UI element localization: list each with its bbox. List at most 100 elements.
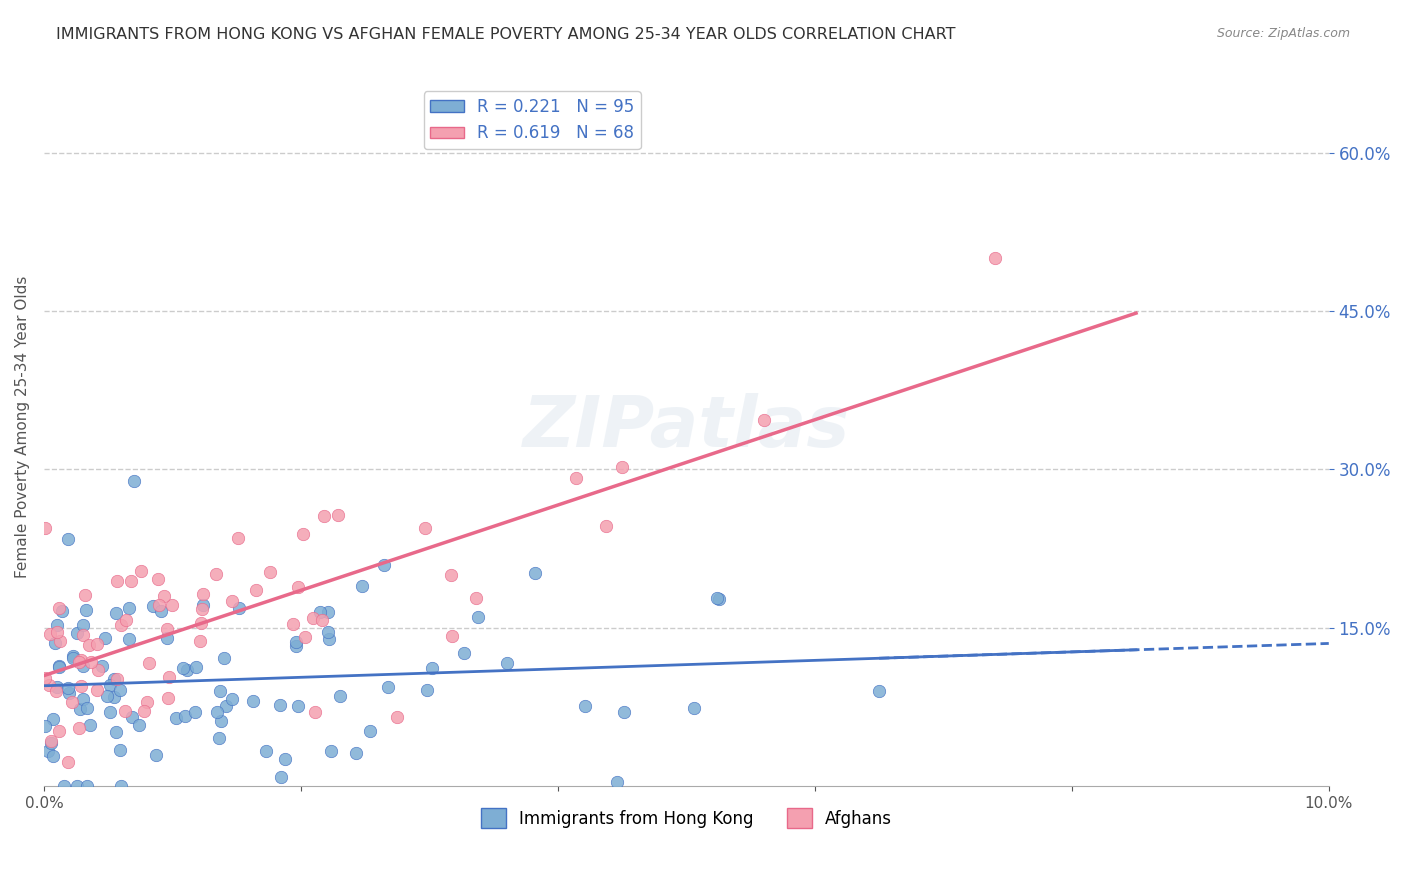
- Point: [254, 744, 277, 758]
- Point: [67, 721, 90, 735]
- Point: [60, 695, 83, 709]
- Point: [316, 605, 339, 619]
- Point: [44, 636, 66, 650]
- Point: [156, 623, 179, 637]
- Point: [118, 632, 141, 647]
- Text: Source: ZipAtlas.com: Source: ZipAtlas.com: [1216, 27, 1350, 40]
- Point: [45, 618, 67, 632]
- Point: [321, 743, 343, 757]
- Point: [193, 586, 215, 600]
- Point: [385, 710, 408, 724]
- Point: [65, 625, 87, 640]
- Point: [72, 691, 94, 706]
- Point: [56, 532, 79, 546]
- Point: [34, 719, 56, 733]
- Point: [98, 678, 121, 692]
- Point: [565, 471, 588, 485]
- Point: [344, 746, 367, 760]
- Point: [86, 683, 108, 698]
- Point: [165, 711, 187, 725]
- Point: [191, 601, 214, 615]
- Point: [79, 717, 101, 731]
- Point: [145, 747, 167, 762]
- Point: [259, 565, 281, 579]
- Point: [215, 698, 238, 713]
- Point: [38, 678, 60, 692]
- Point: [606, 775, 628, 789]
- Point: [103, 690, 125, 704]
- Point: [420, 661, 443, 675]
- Point: [72, 659, 94, 673]
- Point: [188, 634, 211, 648]
- Point: [39, 627, 62, 641]
- Point: [69, 679, 91, 693]
- Point: [142, 599, 165, 613]
- Point: [100, 705, 122, 719]
- Point: [359, 723, 381, 738]
- Point: [983, 252, 1005, 266]
- Point: [190, 615, 212, 630]
- Point: [284, 639, 307, 653]
- Point: [312, 508, 335, 523]
- Text: ZIPatlas: ZIPatlas: [523, 392, 851, 462]
- Point: [75, 603, 97, 617]
- Point: [56, 755, 79, 769]
- Point: [48, 634, 70, 648]
- Point: [868, 683, 890, 698]
- Point: [96, 689, 118, 703]
- Point: [205, 566, 228, 581]
- Point: [69, 702, 91, 716]
- Point: [304, 706, 326, 720]
- Point: [108, 683, 131, 698]
- Point: [90, 659, 112, 673]
- Point: [136, 695, 159, 709]
- Point: [316, 624, 339, 639]
- Point: [110, 779, 132, 793]
- Point: [76, 779, 98, 793]
- Point: [273, 752, 295, 766]
- Point: [226, 531, 249, 545]
- Point: [156, 690, 179, 705]
- Point: [212, 651, 235, 665]
- Point: [613, 705, 636, 719]
- Point: [86, 638, 108, 652]
- Point: [58, 686, 80, 700]
- Point: [287, 698, 309, 713]
- Point: [183, 705, 205, 719]
- Point: [157, 670, 180, 684]
- Point: [208, 731, 231, 745]
- Point: [110, 618, 132, 632]
- Point: [242, 693, 264, 707]
- Point: [284, 634, 307, 648]
- Point: [65, 779, 87, 793]
- Point: [302, 611, 325, 625]
- Point: [103, 673, 125, 687]
- Point: [245, 582, 267, 597]
- Point: [524, 566, 547, 581]
- Point: [39, 734, 62, 748]
- Point: [94, 631, 117, 645]
- Point: [124, 474, 146, 488]
- Legend: Immigrants from Hong Kong, Afghans: Immigrants from Hong Kong, Afghans: [474, 801, 898, 835]
- Point: [37, 744, 59, 758]
- Point: [76, 701, 98, 715]
- Point: [377, 680, 399, 694]
- Point: [120, 574, 142, 588]
- Point: [104, 724, 127, 739]
- Point: [62, 651, 84, 665]
- Point: [42, 712, 65, 726]
- Point: [174, 709, 197, 723]
- Point: [416, 683, 439, 698]
- Point: [269, 698, 291, 712]
- Point: [281, 617, 304, 632]
- Point: [752, 413, 775, 427]
- Point: [209, 714, 232, 728]
- Point: [87, 663, 110, 677]
- Point: [132, 705, 155, 719]
- Point: [352, 579, 374, 593]
- Point: [464, 591, 486, 605]
- Point: [42, 749, 65, 764]
- Point: [80, 655, 103, 669]
- Point: [75, 588, 97, 602]
- Point: [221, 594, 243, 608]
